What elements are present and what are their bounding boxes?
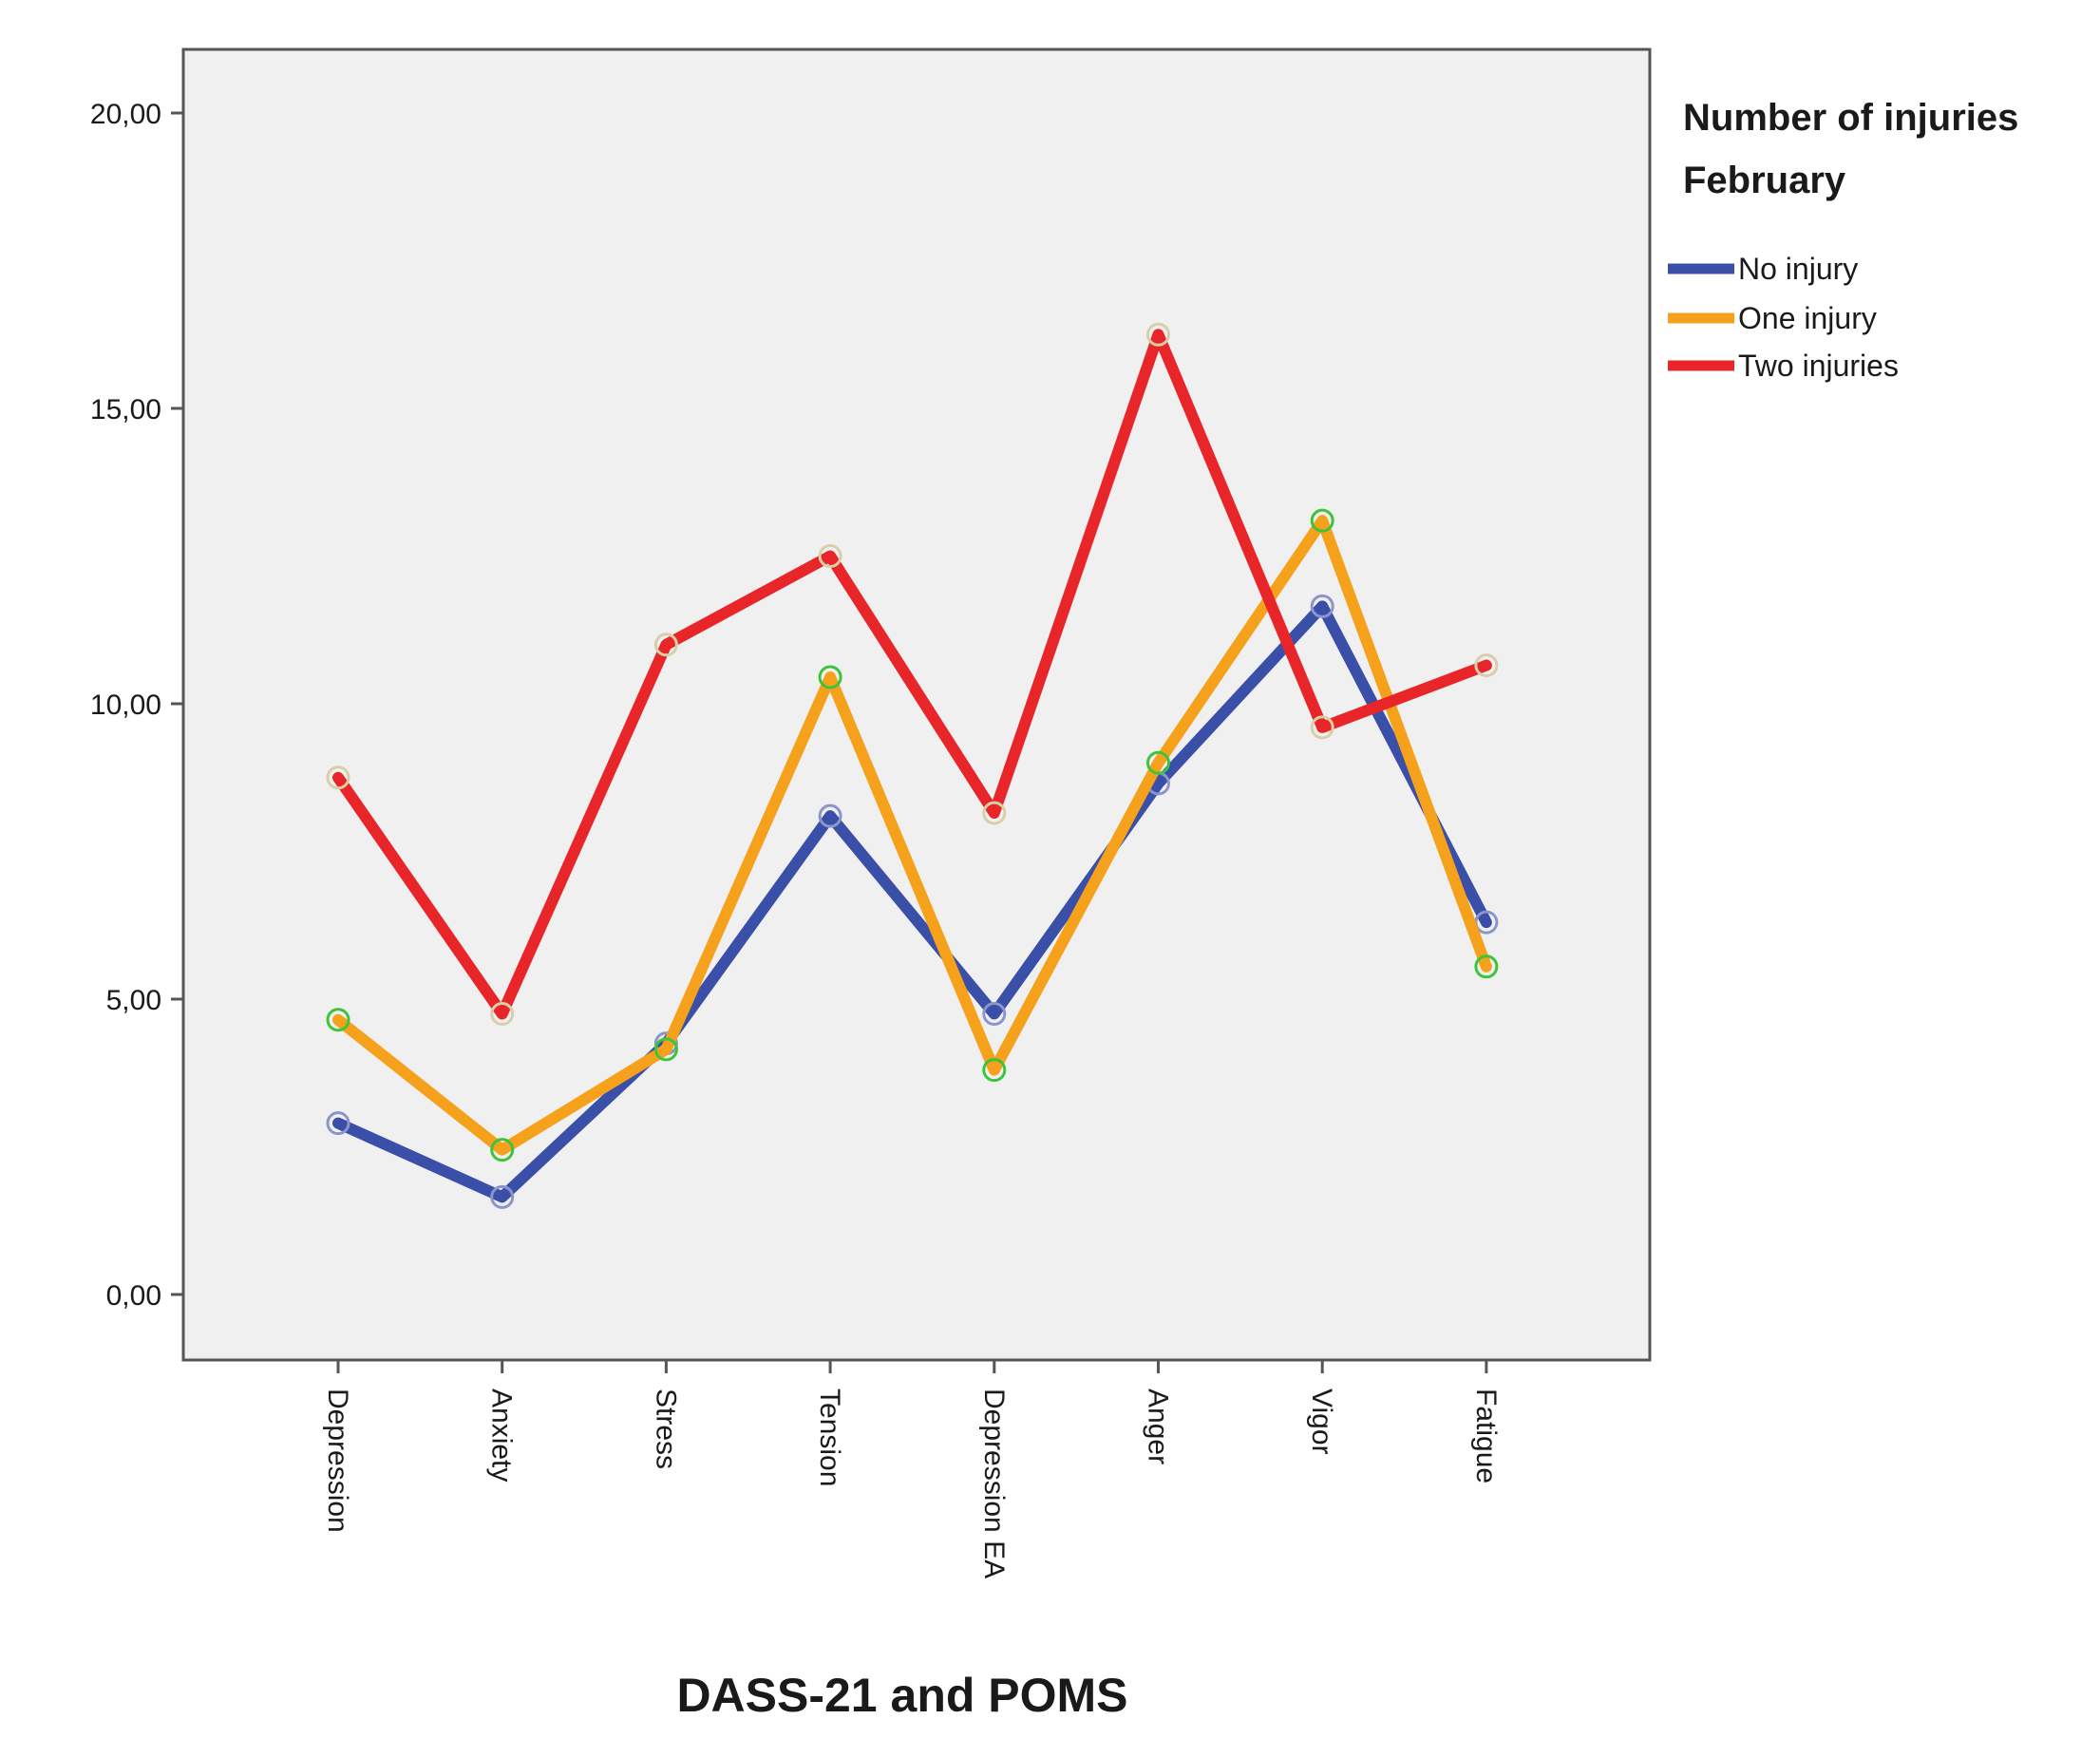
data-point xyxy=(326,765,350,790)
data-point xyxy=(490,1138,515,1162)
x-axis-title: DASS-21 and POMS xyxy=(676,1669,1127,1722)
series-line xyxy=(332,515,1492,1156)
data-point xyxy=(982,1002,1007,1027)
series-two-injuries xyxy=(326,322,1499,1027)
data-point xyxy=(1310,508,1334,533)
data-point xyxy=(1474,653,1499,678)
data-point xyxy=(1146,750,1170,775)
legend-title-line2: February xyxy=(1683,160,1846,201)
data-point xyxy=(490,1184,515,1209)
x-tick-label: Depression EA xyxy=(978,1389,1010,1578)
plot-area xyxy=(181,47,1652,1362)
x-tick-label: Anxiety xyxy=(486,1389,518,1482)
series-line xyxy=(332,329,1492,1020)
data-point xyxy=(818,803,842,828)
data-point xyxy=(818,665,842,690)
y-tick-label: 20,00 xyxy=(90,99,161,130)
y-tick-label: 10,00 xyxy=(90,690,161,721)
data-point xyxy=(982,1058,1007,1083)
y-tick-label: 15,00 xyxy=(90,394,161,425)
x-tick-label: Vigor xyxy=(1306,1389,1337,1455)
data-point xyxy=(1146,322,1170,347)
legend-title-line1: Number of injuries xyxy=(1683,97,2018,139)
legend-items: No injury One injury Two injuries xyxy=(1668,252,1899,383)
legend-label: No injury xyxy=(1738,252,1858,286)
data-point xyxy=(1310,715,1334,740)
series-one-injury xyxy=(326,508,1499,1162)
x-tick-label: Stress xyxy=(650,1389,681,1469)
data-point xyxy=(653,1037,678,1062)
legend: Number of injuries February No injury One… xyxy=(1668,97,2018,383)
x-tick-label: Anger xyxy=(1143,1389,1174,1464)
data-point xyxy=(1474,954,1499,979)
data-point xyxy=(1310,594,1334,618)
data-point xyxy=(326,1008,350,1032)
series-layer xyxy=(326,322,1499,1209)
data-point xyxy=(982,801,1007,825)
x-tick-label: Fatigue xyxy=(1470,1389,1502,1483)
y-tick-label: 5,00 xyxy=(106,985,161,1016)
y-tick-label: 0,00 xyxy=(106,1280,161,1312)
x-axis-ticks: Depression Anxiety Stress Tension Depression… xyxy=(322,1360,1502,1578)
data-point xyxy=(818,544,842,568)
data-point xyxy=(490,1002,515,1027)
series-line xyxy=(332,600,1492,1203)
legend-label: One injury xyxy=(1738,301,1877,335)
data-point xyxy=(326,1111,350,1136)
data-point xyxy=(653,633,678,657)
legend-label: Two injuries xyxy=(1738,349,1899,383)
y-axis-ticks: 0,00 5,00 10,00 15,00 20,00 xyxy=(90,99,183,1312)
x-tick-label: Depression xyxy=(322,1389,353,1533)
x-tick-label: Tension xyxy=(814,1389,845,1486)
